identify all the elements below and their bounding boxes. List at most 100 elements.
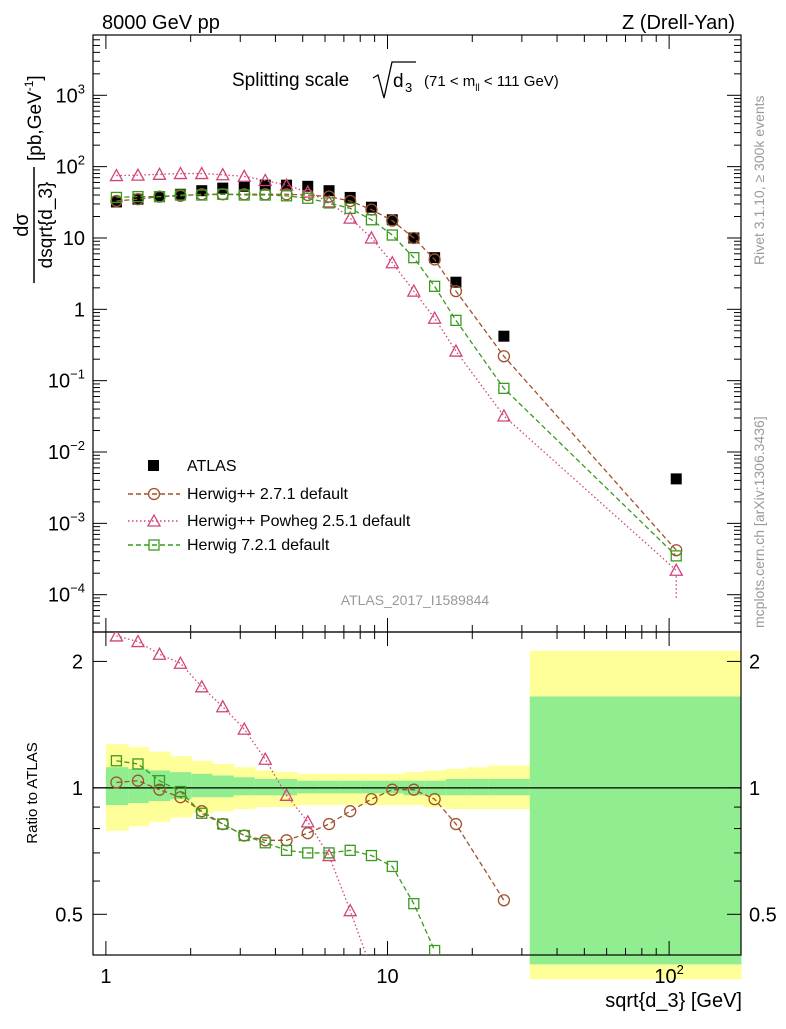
- ratio-y-tick-label: 1: [72, 778, 83, 800]
- ratio-point: [194, 679, 209, 693]
- top-y-tick-label: 10−2: [48, 438, 85, 464]
- top-panel: 10−4 10−3 10−2 10−1 1 10 102 103: [48, 34, 742, 633]
- band-inner: [488, 778, 531, 796]
- ratio-point: [407, 783, 420, 796]
- ratio-point: [449, 817, 463, 831]
- data-point: [407, 231, 420, 245]
- data-point: [323, 197, 335, 209]
- analysis-id: ATLAS_2017_I1589844: [341, 592, 490, 608]
- bottom-frame: [92, 631, 742, 956]
- data-point: [194, 166, 209, 180]
- band-inner: [381, 780, 405, 794]
- ratio-point: [321, 848, 337, 862]
- band-inner: [466, 778, 489, 796]
- ratio-point: [131, 774, 145, 787]
- data-point: [321, 194, 337, 208]
- ratio-point: [173, 655, 188, 669]
- ratio-point: [132, 758, 144, 770]
- band-inner: [191, 773, 213, 798]
- ratio-bands: [105, 650, 742, 980]
- band-inner: [360, 780, 383, 794]
- ratio-point: [300, 814, 315, 828]
- ratio-point: [110, 776, 123, 789]
- data-point: [365, 201, 377, 213]
- chart-title-range: (71 < mll < 111 GeV): [424, 73, 559, 94]
- x-tick-label: 1: [100, 966, 111, 988]
- ratio-point: [280, 844, 293, 856]
- data-point: [449, 284, 463, 298]
- ratio-point: [196, 807, 208, 819]
- band-inner: [297, 780, 319, 794]
- data-point: [450, 276, 462, 288]
- data-point: [110, 191, 123, 204]
- ratio-point: [258, 751, 273, 765]
- ratio-point: [279, 787, 294, 801]
- data-point: [174, 188, 186, 200]
- data-point: [386, 229, 398, 241]
- mcplots-label: mcplots.cern.ch [arXiv:1306.3436]: [751, 416, 767, 628]
- band-inner: [105, 767, 129, 806]
- bottom-series-layer: [109, 632, 511, 955]
- legend-label-atlas: ATLAS: [187, 458, 237, 475]
- band-inner: [254, 778, 277, 796]
- data-point: [498, 330, 510, 342]
- ratio-point: [217, 818, 229, 830]
- ratio-point: [130, 634, 146, 648]
- data-point: [280, 190, 293, 202]
- data-point: [132, 193, 144, 205]
- data-point: [344, 194, 357, 208]
- top-y-tick-label: 103: [56, 81, 85, 107]
- data-point: [215, 167, 230, 181]
- ratio-point: [153, 775, 166, 787]
- data-point: [259, 189, 271, 201]
- ratio-point: [238, 829, 250, 842]
- band-inner: [529, 696, 742, 965]
- legend-label-herwigpp: Herwig++ 2.7.1 default: [187, 486, 349, 503]
- ratio-y-tick-label-right: 0.5: [749, 904, 777, 926]
- data-point: [429, 252, 441, 264]
- y-label-numerator: dσ: [11, 213, 33, 237]
- rivet-version-label: Rivet 3.1.10, ≥ 300k events: [751, 95, 767, 265]
- ratio-point: [238, 829, 251, 842]
- data-point: [427, 310, 442, 324]
- top-y-tick-label: 102: [56, 153, 85, 179]
- band-inner: [276, 778, 298, 796]
- band-inner: [445, 778, 468, 796]
- ratio-point: [216, 817, 229, 831]
- x-axis-label: sqrt{d_3} [GeV]: [605, 990, 742, 1012]
- ratio-line-herwig-2-7-1-default: [116, 780, 505, 901]
- ratio-point: [323, 847, 335, 859]
- legend-label-powheg: Herwig++ Powheg 2.5.1 default: [187, 513, 411, 530]
- legend-label-herwig7: Herwig 7.2.1 default: [187, 537, 330, 554]
- data-point: [364, 230, 379, 244]
- top-y-label: dσ dsqrt{d_3} [pb,GeV-1]: [11, 75, 57, 283]
- data-point: [173, 166, 188, 180]
- data-point: [670, 473, 682, 485]
- ratio-line-herwig-7-2-1-default: [116, 760, 436, 951]
- data-point: [344, 191, 356, 203]
- legend-marker-atlas: [148, 460, 159, 471]
- data-point: [669, 562, 684, 576]
- data-point: [130, 167, 146, 181]
- ratio-y-label: Ratio to ATLAS: [24, 742, 41, 843]
- ratio-point: [174, 785, 187, 798]
- data-point: [428, 253, 441, 266]
- data-point: [281, 179, 293, 191]
- data-point: [448, 343, 464, 357]
- data-point: [237, 169, 252, 183]
- data-point: [386, 214, 399, 227]
- bottom-panel: 0.5 0.5 1 1 2 2 1 10 102: [55, 631, 777, 988]
- data-point: [258, 173, 273, 187]
- data-point: [238, 180, 250, 192]
- ratio-point: [344, 805, 357, 818]
- band-inner: [318, 780, 341, 794]
- data-point: [279, 177, 294, 191]
- ratio-point: [344, 844, 356, 856]
- data-point: [450, 314, 462, 327]
- data-point: [428, 280, 441, 292]
- ratio-point: [302, 847, 314, 859]
- ratio-point: [322, 817, 336, 831]
- series-line-herwig-2-7-1-default: [116, 193, 677, 551]
- ratio-point: [343, 903, 358, 917]
